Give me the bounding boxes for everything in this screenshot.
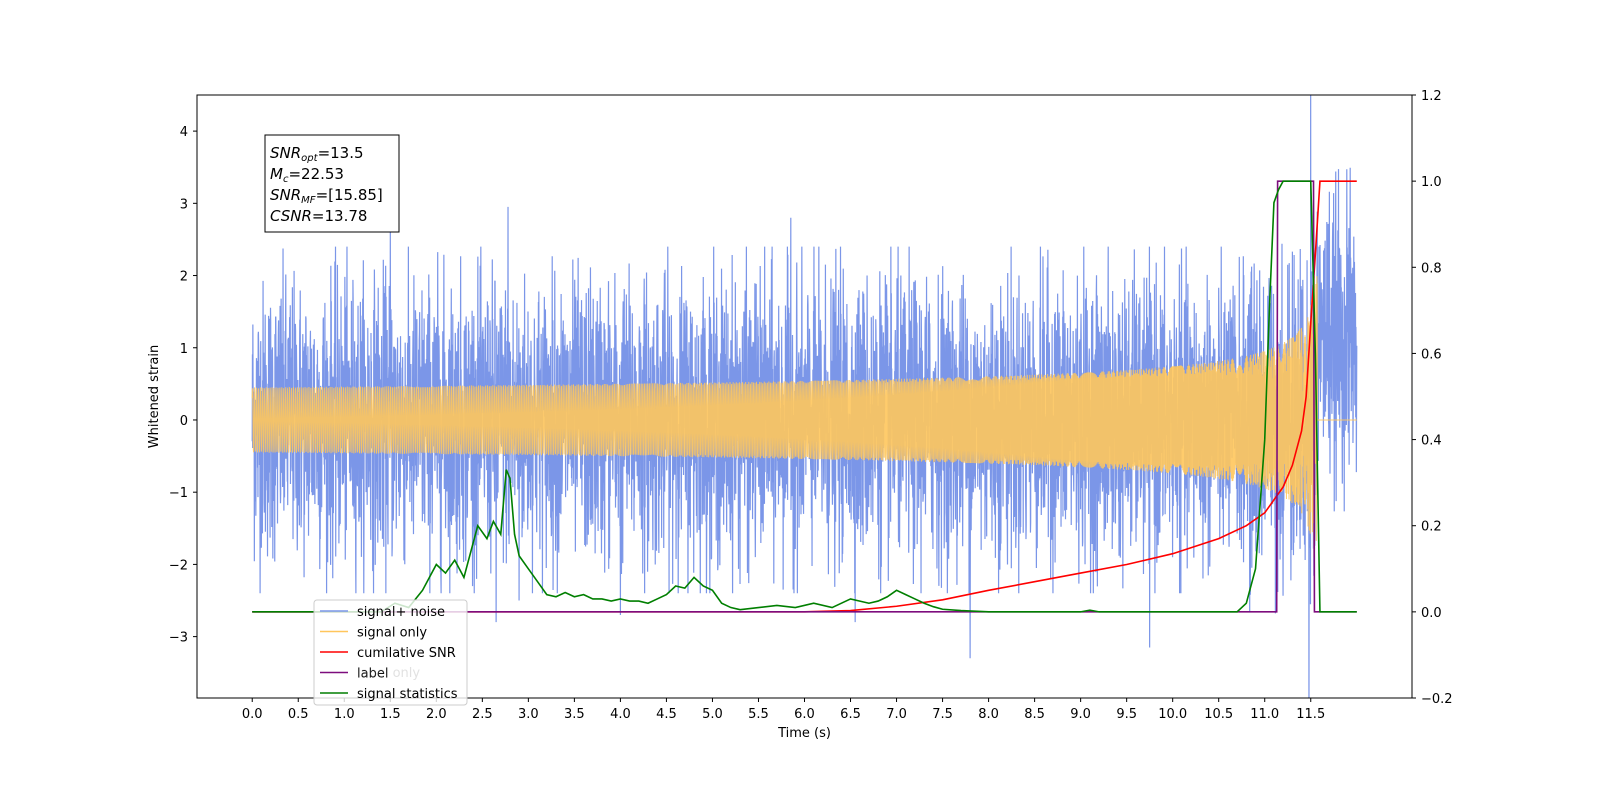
annotation-box: SNRopt=13.5Mc=22.53SNRMF=[15.85]CSNR=13.… [264, 134, 400, 233]
x-tick-label: 9.5 [1116, 707, 1137, 722]
series-signal-statistics [252, 180, 1357, 613]
x-tick-label: 8.0 [978, 707, 999, 722]
y2-tick-label: 0.4 [1421, 434, 1442, 449]
x-tick-label: 11.0 [1250, 707, 1279, 722]
y2-tick-label: 1.2 [1421, 89, 1442, 104]
x-tick-label: 1.5 [380, 707, 401, 722]
annotation-line: Mc=22.53 [270, 165, 344, 185]
x-axis-label: Time (s) [777, 726, 831, 741]
series-line [251, 276, 1357, 558]
y-tick-label: 3 [180, 197, 188, 212]
x-tick-label: 8.5 [1024, 707, 1045, 722]
y2-tick-label: 0.0 [1421, 606, 1442, 621]
legend-entry: signal statistics [357, 687, 458, 702]
y2-tick-label: 0.6 [1421, 347, 1442, 362]
y2-tick-label: 0.8 [1421, 261, 1442, 276]
legend-entry: cumilative SNR [357, 646, 456, 661]
legend-entry: signal+ noise [357, 605, 445, 620]
legend: signal+ noise signal only cumilative SNR la… [313, 599, 468, 706]
x-tick-label: 4.0 [610, 707, 631, 722]
y2-tick-label: 0.2 [1421, 520, 1442, 535]
y-tick-label: −3 [169, 631, 188, 646]
x-tick-label: 0.5 [288, 707, 309, 722]
annotation-line: CSNR=13.78 [270, 207, 367, 225]
y-axis-label: Whitened strain [147, 345, 162, 448]
y-axis-right: −0.2 0.0 0.2 0.4 0.6 0.8 1.0 1.2 [1412, 89, 1453, 707]
annotation-line: SNRMF=[15.85] [270, 186, 383, 206]
legend-entry: signal only [357, 626, 427, 641]
y2-tick-label: 1.0 [1421, 175, 1442, 190]
plot-area [251, 95, 1358, 698]
y-tick-label: 2 [180, 270, 188, 285]
x-tick-label: 10.5 [1204, 707, 1233, 722]
y-tick-label: −1 [169, 486, 188, 501]
series-line [252, 180, 1357, 613]
x-tick-label: 2.5 [472, 707, 493, 722]
x-tick-label: 7.5 [932, 707, 953, 722]
x-tick-label: 3.0 [518, 707, 539, 722]
x-tick-label: 3.5 [564, 707, 585, 722]
y-tick-label: 0 [180, 414, 188, 429]
x-axis: 0.0 0.5 1.0 1.5 2.0 2.5 3.0 3.5 4.0 4.5 5.0 5.5 6.0 6… [242, 698, 1325, 722]
x-tick-label: 5.0 [702, 707, 723, 722]
x-tick-label: 2.0 [426, 707, 447, 722]
y-tick-label: 4 [180, 125, 188, 140]
series-cumilative-snr [252, 180, 1357, 613]
y-axis-left: −3 −2 −1 0 1 2 3 4 [169, 125, 197, 646]
y-tick-label: −2 [169, 558, 188, 573]
series-signal-only [251, 276, 1357, 558]
legend-entry: label [357, 667, 388, 682]
y-tick-label: 1 [180, 342, 188, 357]
y2-tick-label: −0.2 [1421, 692, 1453, 707]
x-tick-label: 7.0 [886, 707, 907, 722]
x-tick-label: 6.5 [840, 707, 861, 722]
x-tick-label: 10.0 [1158, 707, 1187, 722]
annotation-line: SNRopt=13.5 [270, 144, 364, 164]
legend-frame [313, 599, 468, 706]
series-line [252, 180, 1357, 613]
x-tick-label: 5.5 [748, 707, 769, 722]
annotation-frame [264, 134, 400, 233]
x-tick-label: 9.0 [1070, 707, 1091, 722]
x-tick-label: 11.5 [1296, 707, 1325, 722]
x-tick-label: 1.0 [334, 707, 355, 722]
legend-entry-hidden: label only [357, 666, 420, 681]
x-tick-label: 4.5 [656, 707, 677, 722]
x-tick-label: 6.0 [794, 707, 815, 722]
x-tick-label: 0.0 [242, 707, 263, 722]
